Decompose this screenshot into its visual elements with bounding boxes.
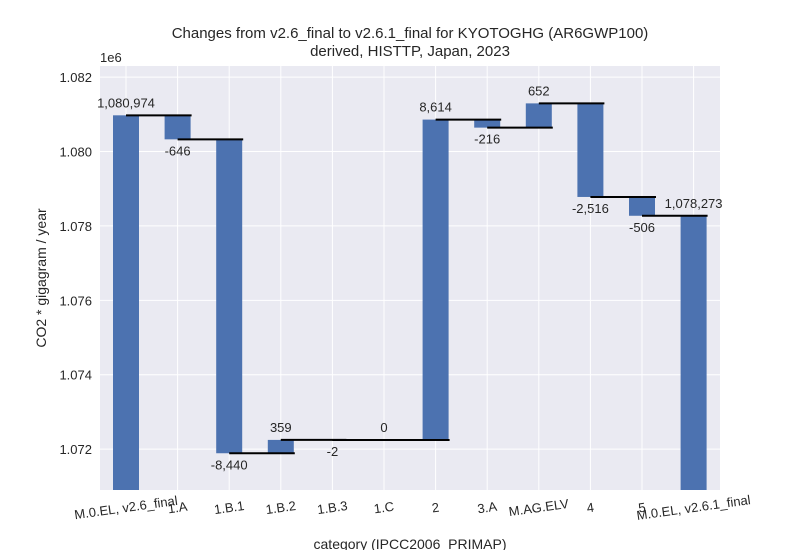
data-label: -2,516 bbox=[572, 201, 609, 216]
data-label: 652 bbox=[528, 83, 550, 98]
data-label: -8,440 bbox=[211, 457, 248, 472]
plot-area bbox=[100, 66, 720, 490]
data-label: 8,614 bbox=[419, 100, 452, 115]
data-label: -2 bbox=[327, 444, 339, 459]
x-tick-label: 1.B.1 bbox=[213, 498, 245, 517]
bar bbox=[629, 196, 655, 216]
x-tick-label: M.0.EL, v2.6_final bbox=[73, 493, 178, 522]
bar bbox=[216, 139, 243, 454]
y-ticks: 1.072 1.074 1.076 1.078 1.080 1.082 bbox=[59, 70, 92, 457]
x-tick-label: 5 bbox=[637, 500, 646, 516]
bars bbox=[113, 103, 707, 491]
y-tick-label: 1.080 bbox=[59, 145, 92, 160]
bar bbox=[164, 115, 191, 140]
x-axis-label: category (IPCC2006_PRIMAP) bbox=[314, 536, 507, 550]
x-tick-label: M.AG.ELV bbox=[508, 496, 570, 519]
x-tick-label: 1.C bbox=[373, 499, 395, 517]
bar bbox=[422, 119, 449, 440]
data-label: 0 bbox=[380, 420, 387, 435]
x-tick-label: 1.B.2 bbox=[265, 498, 297, 517]
bar bbox=[680, 215, 707, 491]
y-tick-label: 1.078 bbox=[59, 219, 92, 234]
y-tick-label: 1.072 bbox=[59, 442, 92, 457]
chart-subtitle: derived, HISTTP, Japan, 2023 bbox=[310, 43, 510, 60]
bar bbox=[525, 103, 552, 128]
data-labels: 1,080,974 -646 -8,440 359 -2 0 8,614 -216 652 -2,… bbox=[97, 83, 722, 472]
data-label: -646 bbox=[165, 143, 191, 158]
chart-title: Changes from v2.6_final to v2.6.1_final … bbox=[171, 25, 649, 42]
data-label: 1,078,273 bbox=[665, 196, 723, 211]
bar bbox=[113, 115, 139, 490]
x-tick-label: 1.B.3 bbox=[316, 498, 348, 517]
y-axis-label: CO2 * gigagram / year bbox=[33, 208, 49, 348]
y-tick-label: 1.076 bbox=[59, 293, 92, 308]
bar bbox=[577, 103, 604, 197]
y-tick-label: 1.082 bbox=[59, 70, 92, 85]
bar bbox=[267, 439, 294, 454]
y-offset-label: 1e6 bbox=[100, 50, 122, 65]
connectors bbox=[126, 102, 708, 455]
x-tick-label: M.0.EL, v2.6.1_final bbox=[636, 492, 752, 523]
x-tick-label: 3.A bbox=[476, 499, 498, 517]
data-label: 1,080,974 bbox=[97, 95, 155, 110]
bar bbox=[474, 119, 501, 128]
x-tick-label: 2 bbox=[431, 500, 440, 516]
y-tick-label: 1.074 bbox=[59, 368, 92, 383]
data-label: -506 bbox=[629, 220, 655, 235]
x-tick-label: 4 bbox=[586, 500, 595, 516]
data-label: -216 bbox=[474, 132, 500, 147]
data-label: 359 bbox=[270, 420, 292, 435]
x-tick-label: 1.A bbox=[167, 499, 189, 517]
